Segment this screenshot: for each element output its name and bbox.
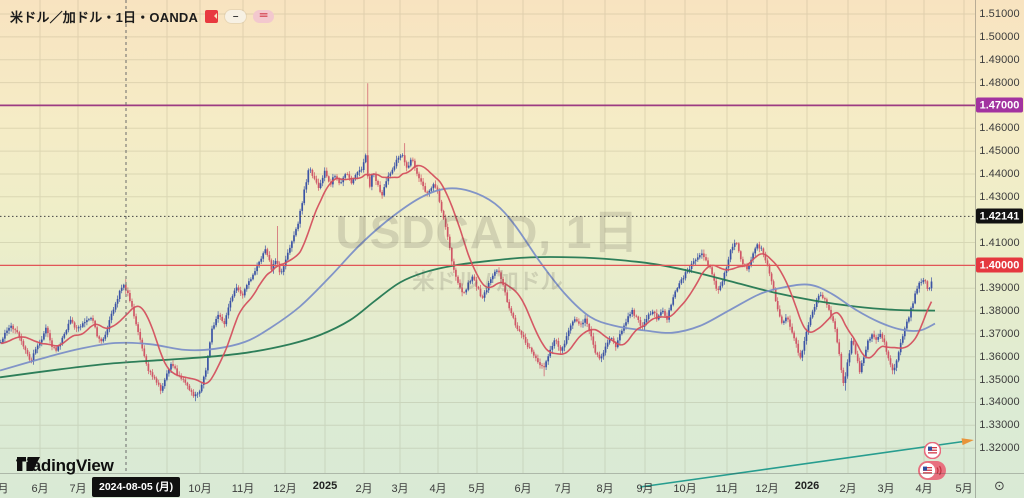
tradingview-logo[interactable]: TradingView (16, 456, 114, 476)
price-axis[interactable]: 1.51000 1.50000 1.49000 1.48000 1.46000 1.450… (975, 0, 1024, 473)
time-tick-label: 2月 (839, 483, 857, 495)
price-tick-label: 1.48000 (979, 76, 1020, 89)
time-tick-label: 12月 (755, 483, 779, 495)
axis-separator-vertical (975, 0, 976, 498)
time-tick-label: 4月 (915, 483, 933, 495)
time-tick-label: 月 (0, 483, 9, 495)
price-tick-label: 1.46000 (979, 122, 1020, 135)
tradingview-logo-text: TradingView (16, 456, 114, 475)
price-tick-label: 1.51000 (979, 8, 1020, 20)
time-tick-label: 9月 (636, 483, 654, 495)
symbol-header: 米ドル／加ドル・1日・OANDA – ＝ (10, 7, 275, 26)
price-tick-label: 1.49000 (979, 53, 1020, 66)
ma-fast-line (0, 164, 933, 385)
indicator-toggle-2[interactable]: ＝ (253, 10, 275, 23)
ma-mid-line (0, 187, 936, 372)
time-tick-label: 6月 (31, 483, 49, 495)
price-tick-label: 1.39000 (979, 282, 1020, 295)
dash-icon: – (232, 10, 239, 22)
us-flag-speaker-icon (918, 461, 946, 480)
price-tick-label: 1.37000 (979, 327, 1020, 340)
price-tick-label: 1.38000 (979, 305, 1020, 318)
time-tick-label: 12月 (273, 483, 297, 495)
time-tick-label: 6月 (514, 483, 532, 495)
candle-wicks-down (12, 83, 928, 398)
price-badge-1.40000: 1.40000 (976, 257, 1023, 273)
price-tick-label: 1.43000 (979, 190, 1020, 203)
price-tick-label: 1.33000 (979, 419, 1020, 432)
trend-line[interactable] (639, 440, 968, 488)
time-tick-label: 3月 (391, 483, 409, 495)
time-tick-label: 7月 (554, 483, 572, 495)
time-tick-label: 4月 (429, 483, 447, 495)
price-tick-label: 1.44000 (979, 167, 1020, 180)
symbol-title: 米ドル／加ドル・1日・OANDA (10, 10, 199, 25)
time-tick-label: 2025 (312, 480, 338, 492)
indicator-toggle-1[interactable]: – (225, 10, 247, 23)
time-tick-label: 11月 (715, 483, 739, 495)
time-tick-label: 7月 (69, 483, 87, 495)
price-tick-label: 1.35000 (979, 373, 1020, 386)
broker-logo-icon (205, 10, 219, 23)
price-tick-label: 1.32000 (979, 442, 1020, 455)
equals-icon: ＝ (258, 10, 269, 22)
time-tick-label: 11月 (231, 483, 255, 495)
price-tick-label: 1.41000 (979, 236, 1020, 249)
candle-bodies-down (12, 155, 929, 397)
price-tick-label: 1.34000 (979, 396, 1020, 409)
time-tick-label: 2月 (355, 483, 373, 495)
time-axis[interactable]: 2024-08-05 (月) 月6月7月月10月11月12月20252月3月4月… (0, 473, 975, 498)
price-badge-1.42141: 1.42141 (976, 208, 1023, 224)
trend-line-arrow (961, 438, 974, 446)
time-tick-label: 10月 (188, 483, 212, 495)
date-marker-badge: 2024-08-05 (月) (92, 476, 181, 497)
us-flag-icon (924, 442, 941, 459)
price-tick-label: 1.45000 (979, 145, 1020, 158)
time-tick-label: 2026 (794, 480, 820, 492)
tradingview-logo-icon (17, 457, 40, 471)
candle-bodies-up (0, 155, 933, 397)
price-tick-label: 1.36000 (979, 350, 1020, 363)
time-tick-label: 5月 (468, 483, 486, 495)
grid-lines (0, 0, 975, 473)
time-tick-label: 8月 (596, 483, 614, 495)
ma-slow-line (0, 256, 936, 379)
time-tick-label: 5月 (955, 483, 973, 495)
price-tick-label: 1.50000 (979, 30, 1020, 43)
time-tick-label: 10月 (673, 483, 697, 495)
price-scale-settings-icon[interactable]: ⊙ (994, 477, 1005, 493)
price-badge-1.47000: 1.47000 (976, 97, 1023, 113)
axis-separator-horizontal (0, 473, 1024, 474)
time-tick-label: 3月 (877, 483, 895, 495)
